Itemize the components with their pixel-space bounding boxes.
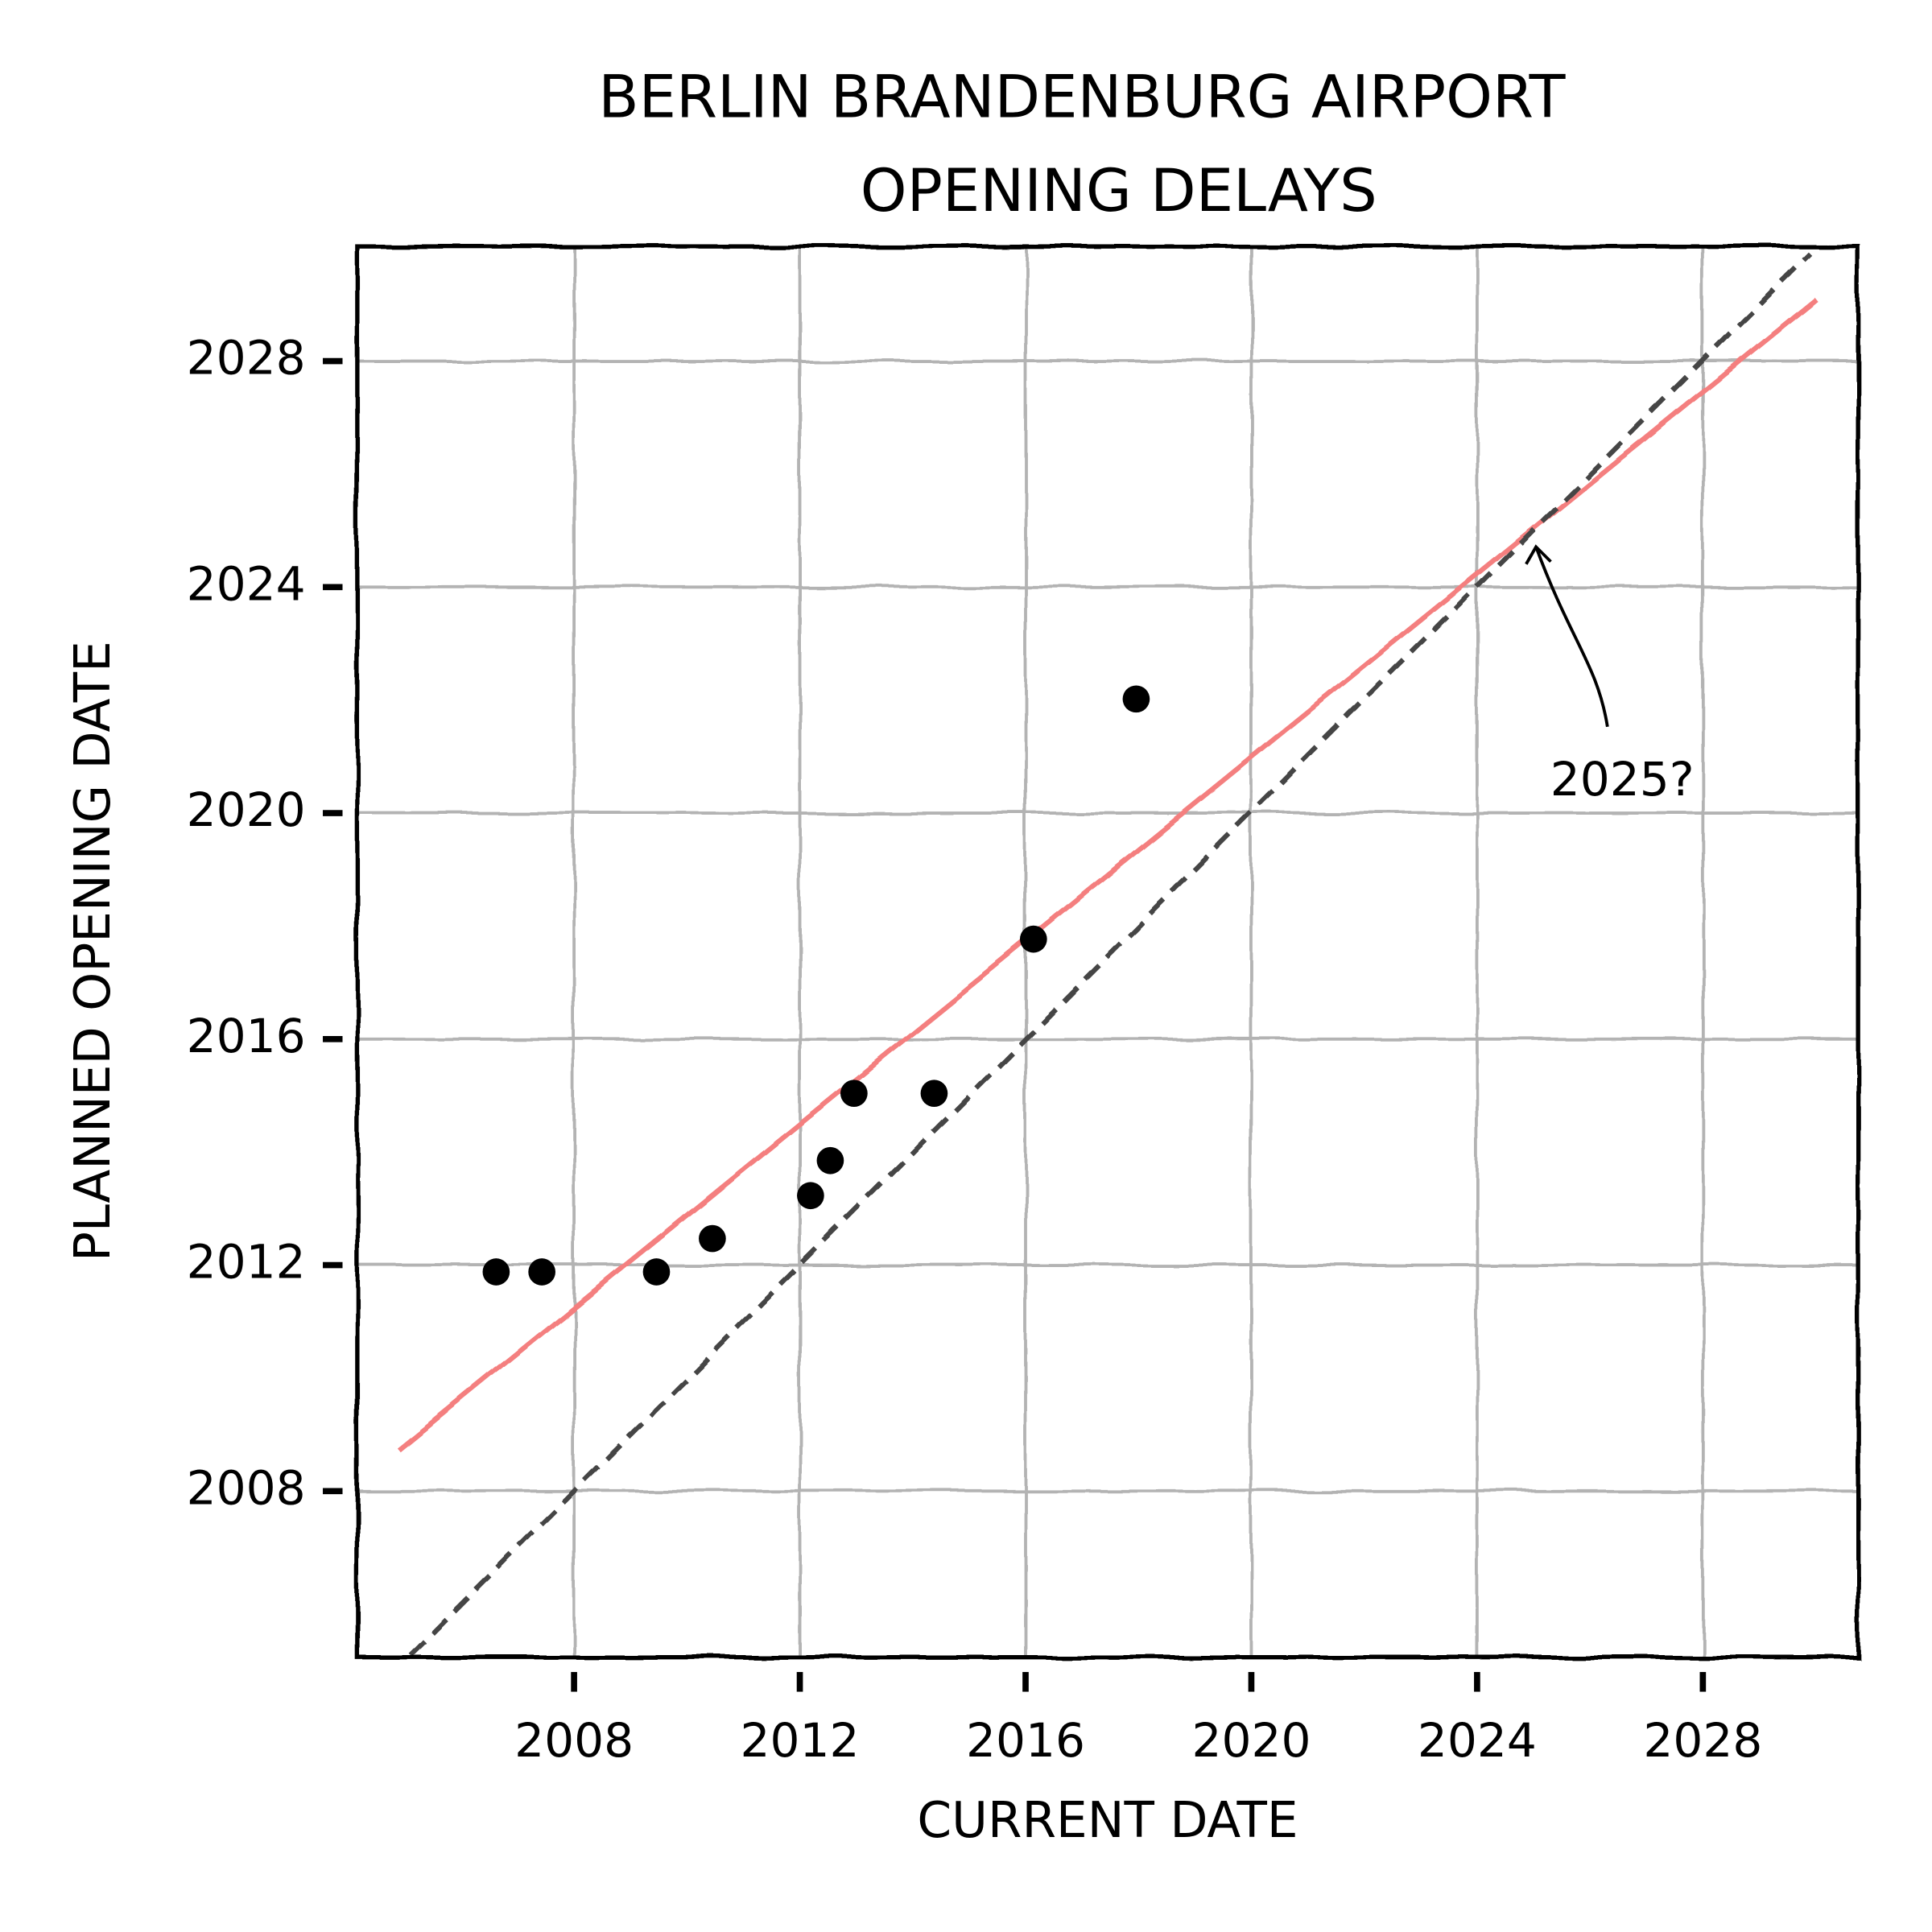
x-tick-label: 2016	[966, 1713, 1085, 1768]
x-tick-label: 2020	[1191, 1713, 1311, 1768]
plot-area: 2025?	[396, 252, 1818, 1657]
chart-title: OPENING DELAYS	[861, 157, 1377, 225]
y-axis-label: PLANNED OPENING DATE	[64, 641, 122, 1261]
grid	[357, 246, 1859, 1657]
y-tick-label: 2020	[187, 782, 306, 837]
data-point	[816, 1146, 844, 1174]
y-tick-label: 2028	[187, 331, 306, 386]
x-tick-label: 2012	[741, 1713, 860, 1768]
data-point	[482, 1258, 510, 1286]
annotation-arrow	[1525, 544, 1609, 728]
y-tick-label: 2008	[187, 1460, 306, 1515]
x-tick-label: 2028	[1643, 1713, 1762, 1768]
y-tick-label: 2012	[187, 1235, 306, 1290]
data-point	[528, 1258, 555, 1286]
x-tick-label: 2024	[1418, 1713, 1537, 1768]
trend-line	[396, 297, 1818, 1451]
data-point	[699, 1224, 726, 1253]
axes-frame	[355, 244, 1860, 1660]
x-tick-label: 2008	[514, 1713, 634, 1768]
x-axis-label: CURRENT DATE	[917, 1792, 1298, 1849]
data-point	[797, 1182, 824, 1210]
y-tick-label: 2024	[187, 556, 306, 611]
trend-line	[408, 252, 1812, 1657]
data-point	[920, 1080, 948, 1108]
data-point	[1019, 925, 1047, 953]
data-point	[642, 1258, 671, 1286]
frame	[355, 244, 1860, 1660]
data-point	[1122, 685, 1150, 713]
y-tick-label: 2016	[187, 1009, 306, 1063]
chart-title: BERLIN BRANDENBURG AIRPORT	[598, 64, 1566, 132]
data-point	[840, 1080, 868, 1108]
annotation-text: 2025?	[1550, 752, 1695, 807]
